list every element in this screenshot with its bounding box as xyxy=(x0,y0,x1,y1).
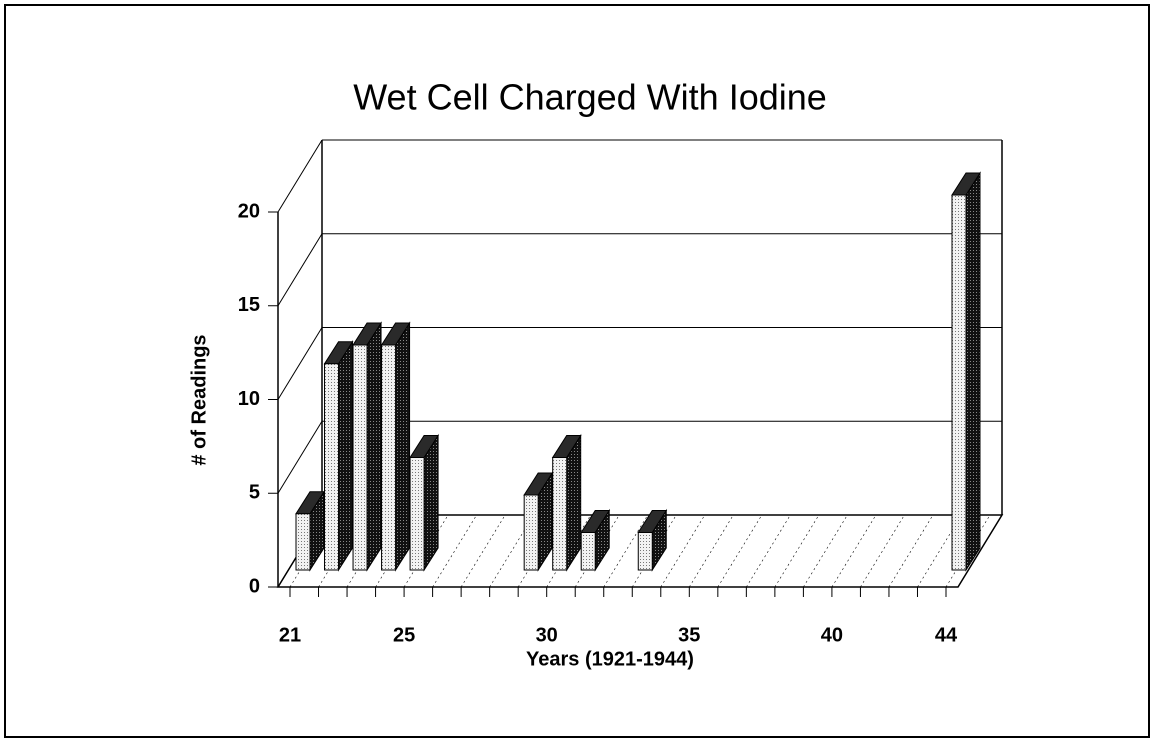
x-tick-label: 40 xyxy=(821,624,843,646)
bar xyxy=(323,340,354,572)
floor-line xyxy=(603,514,648,588)
x-tick-label: 21 xyxy=(279,624,301,646)
frame xyxy=(4,4,1150,738)
bar-front xyxy=(637,532,653,571)
chart-title: Wet Cell Charged With Iodine xyxy=(353,77,827,118)
y-tick-label: 15 xyxy=(238,294,260,316)
bar xyxy=(352,321,382,572)
bar-front xyxy=(580,532,596,571)
left-wall-line xyxy=(277,233,323,307)
floor-line xyxy=(717,514,763,588)
bar-top xyxy=(695,548,723,570)
bar-top xyxy=(838,548,866,570)
x-tick-label: 44 xyxy=(935,624,958,646)
bar-top xyxy=(667,548,695,570)
bar-front xyxy=(352,344,368,571)
bar-side xyxy=(395,321,411,572)
floor-line xyxy=(831,514,877,588)
y-tick-label: 10 xyxy=(238,388,260,410)
bar-top xyxy=(866,548,894,570)
bar-side xyxy=(366,321,382,572)
floor-line xyxy=(774,514,820,588)
floor-line xyxy=(660,514,706,588)
bar-side xyxy=(338,340,354,572)
bar-front xyxy=(381,344,397,571)
bar-side xyxy=(566,433,582,572)
bar xyxy=(580,508,611,572)
floor-line xyxy=(432,514,477,588)
bar-top xyxy=(781,548,809,570)
bar xyxy=(637,508,668,572)
bar xyxy=(295,490,325,572)
left-wall-line xyxy=(277,420,323,494)
bar-side xyxy=(423,433,439,572)
bar-top xyxy=(809,548,837,570)
bar-top xyxy=(496,548,524,570)
bar-front xyxy=(951,194,967,571)
bar-top xyxy=(752,548,780,570)
bar-top xyxy=(467,548,495,570)
bar-top xyxy=(895,548,923,570)
floor-line xyxy=(945,514,991,588)
floor-line xyxy=(632,514,677,588)
floor-line xyxy=(803,514,848,588)
bar-top xyxy=(439,548,467,570)
left-wall-line xyxy=(277,139,323,213)
bar-front xyxy=(523,494,539,571)
bar-front xyxy=(409,457,425,571)
floor-line xyxy=(460,514,506,588)
bar xyxy=(380,321,411,572)
bar-top xyxy=(923,548,951,570)
floor-line xyxy=(689,514,734,588)
bar xyxy=(951,171,981,572)
floor-line xyxy=(860,514,905,588)
y-axis-label: # of Readings xyxy=(188,334,210,465)
bar xyxy=(409,433,439,572)
bar-front xyxy=(552,457,568,571)
floor-line xyxy=(746,514,791,588)
bar-top xyxy=(724,548,752,570)
left-wall-line xyxy=(277,327,323,400)
bar-front xyxy=(295,513,311,571)
floor-line xyxy=(546,514,591,588)
bar-front xyxy=(324,363,340,571)
x-tick-label: 30 xyxy=(536,624,558,646)
floor-line xyxy=(403,514,449,588)
x-axis-label: Years (1921-1944) xyxy=(526,648,694,670)
floor-line xyxy=(574,514,620,588)
bar xyxy=(551,433,582,572)
y-tick-label: 5 xyxy=(249,482,260,504)
floor-line xyxy=(888,514,934,588)
y-tick-label: 0 xyxy=(249,575,260,597)
bar-top xyxy=(610,548,638,570)
y-tick-label: 20 xyxy=(238,200,260,222)
bar xyxy=(523,471,554,572)
bar-side xyxy=(965,171,981,572)
x-tick-label: 35 xyxy=(678,624,700,646)
x-tick-label: 25 xyxy=(393,624,415,646)
